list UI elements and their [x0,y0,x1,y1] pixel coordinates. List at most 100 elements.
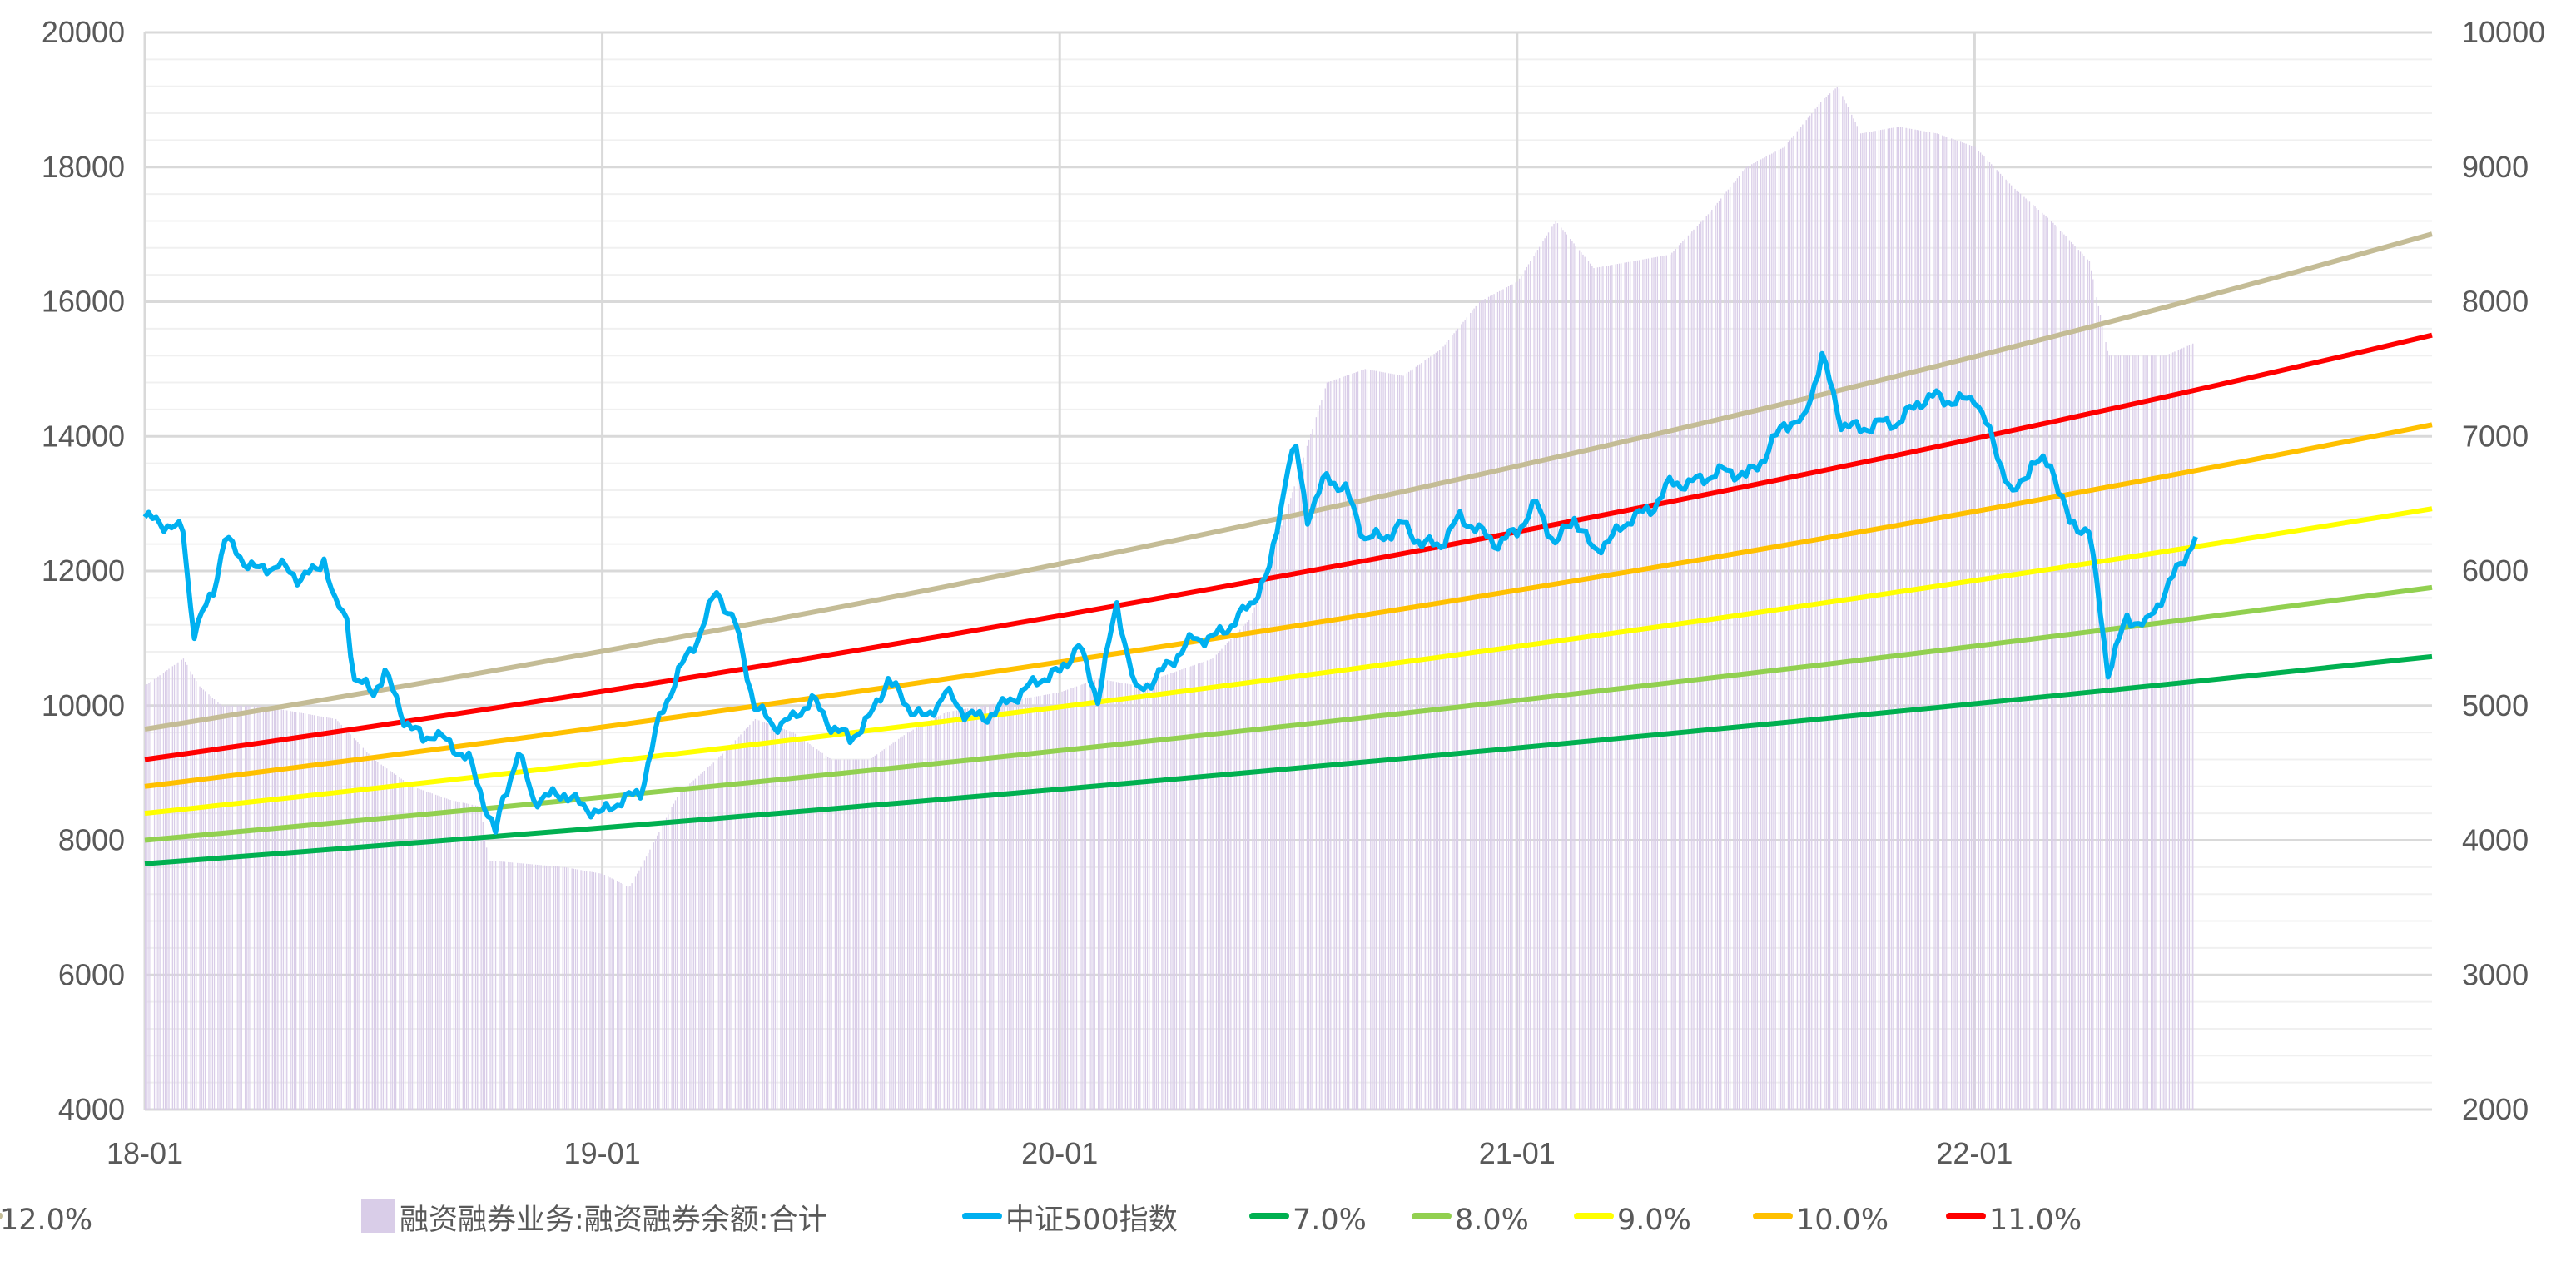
bar [1427,357,1430,1110]
bar [219,703,221,1110]
bar [1217,653,1219,1110]
bar [658,832,660,1110]
bar [1253,607,1255,1110]
bar [1765,156,1767,1110]
left-axis-tick-label: 12000 [42,554,125,588]
bar [1244,623,1246,1110]
bar [1518,278,1521,1110]
bar [426,791,428,1110]
bar [1052,693,1054,1110]
bar [1506,287,1508,1110]
bar [747,727,749,1110]
bar [250,705,251,1110]
bar [743,730,746,1110]
bar [2099,315,2102,1110]
bar [2186,345,2188,1110]
bar [2174,351,2176,1110]
bar [322,717,325,1110]
bar [319,716,320,1110]
bar [153,678,156,1110]
bar [355,740,357,1110]
bar [731,743,732,1110]
bar [491,861,493,1110]
bar [1239,629,1241,1110]
bar [221,705,222,1110]
bar [740,734,742,1110]
bar [482,822,484,1110]
bar [454,801,457,1110]
bar [1003,702,1005,1110]
bar [273,707,275,1110]
bar [2183,347,2185,1110]
bar [789,731,791,1110]
bar [1755,161,1756,1110]
bar [1152,679,1154,1110]
bar [375,760,377,1110]
left-axis-tick-label: 6000 [58,957,125,991]
bar [949,712,950,1110]
bar [1362,370,1364,1110]
bar [872,757,874,1110]
bar [1718,201,1720,1110]
bar [444,797,446,1110]
bar [1270,558,1272,1110]
bar [2088,261,2091,1110]
bar [1181,669,1183,1110]
bar [618,881,620,1110]
bar [1879,130,1882,1110]
bar [1049,693,1050,1110]
bar [1375,370,1377,1110]
legend: 融资融券业务:融资融券余额:合计 中证500指数 7.0% 8.0% 9.0% 10.0%… [0,1199,2082,1237]
bar [1419,364,1421,1110]
bar [1075,686,1078,1110]
bar [1725,191,1727,1110]
bar [422,790,424,1110]
bar [1407,371,1410,1110]
bar [2047,217,2048,1110]
bar [1991,164,1993,1110]
bar [2023,196,2025,1110]
bar [1464,320,1466,1110]
bar [727,747,729,1110]
bar [847,759,849,1110]
bar [462,802,464,1110]
bar [2018,191,2020,1110]
bar [1691,231,1693,1110]
bar [1956,140,1958,1110]
bar [1893,127,1894,1110]
x-axis-tick-label: 20-01 [1021,1136,1098,1170]
bar [854,759,856,1110]
bar [186,664,188,1110]
bar [420,789,422,1110]
bar [1321,400,1323,1110]
growth-line-10.0pct [144,422,2433,789]
bar [692,780,694,1110]
right-axis-labels: 2000 3000 4000 5000 6000 7000 8000 9000 10000 [2462,15,2545,1126]
bar [429,792,431,1110]
bar [1530,261,1531,1110]
bar [302,712,305,1110]
bar [1705,216,1707,1110]
bar [335,718,337,1110]
right-axis-tick-label: 7000 [2462,419,2529,453]
bar [1373,370,1375,1110]
bar [1230,639,1232,1110]
bar [148,683,150,1110]
bar [1851,114,1853,1110]
bar [1106,680,1109,1110]
bar [529,864,531,1110]
bar [1536,250,1539,1110]
bar [522,863,524,1110]
bar [803,740,805,1110]
bar [2119,355,2122,1110]
bar [244,705,246,1110]
bar [2065,236,2067,1110]
bar [500,861,502,1110]
bar [1716,202,1719,1110]
bar [1206,660,1209,1110]
bar [191,674,194,1110]
bar [313,715,315,1110]
bar [159,675,161,1110]
bar [1919,130,1922,1110]
